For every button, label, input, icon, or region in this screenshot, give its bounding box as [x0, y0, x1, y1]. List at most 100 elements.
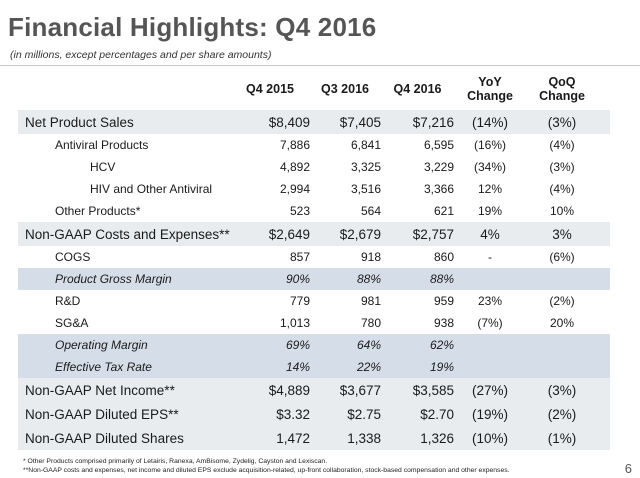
page-title: Financial Highlights: Q4 2016 [8, 12, 377, 42]
table-header: Q4 2015 Q3 2016 Q4 2016 YoY Change QoQ C… [0, 70, 640, 110]
table-row: Non-GAAP Diluted Shares 1,472 1,338 1,32… [18, 426, 610, 450]
cell-qoq: 20% [549, 316, 575, 330]
row-label: Non-GAAP Net Income** [25, 382, 175, 398]
table-row: HIV and Other Antiviral 2,994 3,516 3,36… [18, 178, 610, 200]
table-row: R&D 779 981 959 23% (2%) [18, 290, 610, 312]
cell-q4-2016: 6,595 [423, 138, 454, 152]
cell-q3-2016: 1,338 [347, 430, 381, 446]
cell-q3-2016: 981 [360, 294, 381, 308]
cell-q4-2015: $3.32 [276, 406, 310, 422]
cell-q4-2015: 90% [285, 272, 310, 286]
cell-yoy: 4% [480, 226, 500, 242]
page-subtitle: (in millions, except percentages and per… [10, 49, 272, 61]
row-label: Product Gross Margin [55, 272, 172, 286]
cell-yoy: (7%) [477, 316, 503, 330]
cell-yoy [454, 356, 526, 378]
cell-q4-2015: 69% [285, 338, 310, 352]
table-row: Non-GAAP Costs and Expenses** $2,649 $2,… [18, 222, 610, 246]
row-label: Antiviral Products [55, 138, 149, 152]
cell-yoy: 19% [477, 204, 503, 218]
table-row: Non-GAAP Net Income** $4,889 $3,677 $3,5… [18, 378, 610, 402]
financial-table: Net Product Sales $8,409 $7,405 $7,216 (… [18, 110, 610, 450]
cell-q4-2016: $7,216 [412, 114, 454, 130]
cell-q4-2016: $2.70 [420, 406, 454, 422]
cell-q3-2016: 3,325 [350, 160, 381, 174]
cell-yoy: (14%) [471, 114, 508, 130]
table-row: Non-GAAP Diluted EPS** $3.32 $2.75 $2.70… [18, 402, 610, 426]
cell-q4-2016: $2,757 [412, 226, 454, 242]
table-row: HCV 4,892 3,325 3,229 (34%) (3%) [18, 156, 610, 178]
cell-qoq: (6%) [549, 250, 575, 264]
cell-q3-2016: 6,841 [350, 138, 381, 152]
row-label: Other Products* [55, 204, 141, 218]
row-label: Effective Tax Rate [55, 360, 152, 374]
cell-q3-2016: 3,516 [350, 182, 381, 196]
table-row: SG&A 1,013 780 938 (7%) 20% [18, 312, 610, 334]
cell-yoy: 12% [477, 182, 503, 196]
cell-q4-2015: 857 [289, 250, 310, 264]
cell-q4-2015: $4,889 [268, 382, 310, 398]
col-header-yoy-change: YoY Change [467, 75, 513, 103]
row-label: COGS [55, 250, 91, 264]
cell-yoy [454, 268, 526, 290]
table-row: Other Products* 523 564 621 19% 10% [18, 200, 610, 222]
cell-qoq [526, 268, 598, 290]
cell-q3-2016: 918 [360, 250, 381, 264]
cell-qoq: (2%) [549, 294, 575, 308]
row-label: HIV and Other Antiviral [90, 182, 213, 196]
cell-qoq: (4%) [549, 182, 575, 196]
cell-qoq: (2%) [547, 406, 577, 422]
cell-q4-2016: 1,326 [420, 430, 454, 446]
cell-q4-2016: 3,366 [423, 182, 454, 196]
cell-q3-2016: $7,405 [339, 114, 381, 130]
row-label: Net Product Sales [25, 114, 134, 130]
cell-q4-2015: 7,886 [279, 138, 310, 152]
cell-q3-2016: $2.75 [347, 406, 381, 422]
cell-q4-2016: 62% [429, 338, 454, 352]
cell-q4-2015: 1,013 [279, 316, 310, 330]
cell-q4-2016: $3,585 [412, 382, 454, 398]
footnote-non-gaap: **Non-GAAP costs and expenses, net incom… [23, 467, 510, 474]
cell-qoq [526, 356, 598, 378]
cell-q4-2015: 523 [289, 204, 310, 218]
cell-q4-2015: 2,994 [279, 182, 310, 196]
row-label: R&D [55, 294, 81, 308]
cell-q4-2015: 14% [285, 360, 310, 374]
cell-qoq: (3%) [547, 114, 577, 130]
cell-qoq: 10% [549, 204, 575, 218]
table-row: Product Gross Margin 90% 88% 88% [18, 268, 610, 290]
cell-q4-2015: $8,409 [268, 114, 310, 130]
col-header-q3-2016: Q3 2016 [321, 82, 369, 96]
cell-q4-2015: 779 [289, 294, 310, 308]
col-header-qoq-change: QoQ Change [539, 75, 585, 103]
cell-yoy: (27%) [471, 382, 508, 398]
cell-qoq [526, 334, 598, 356]
cell-q3-2016: 22% [356, 360, 381, 374]
row-label: HCV [90, 160, 116, 174]
cell-q4-2015: 1,472 [276, 430, 310, 446]
col-header-q4-2015: Q4 2015 [246, 82, 294, 96]
cell-yoy: - [488, 250, 492, 264]
cell-qoq: (3%) [547, 382, 577, 398]
cell-q4-2016: 3,229 [423, 160, 454, 174]
cell-qoq: (1%) [547, 430, 577, 446]
cell-q4-2016: 621 [433, 204, 454, 218]
page-number: 6 [624, 461, 632, 476]
row-label: Operating Margin [55, 338, 148, 352]
footnote-other-products: * Other Products comprised primarily of … [23, 458, 328, 465]
cell-yoy: 23% [477, 294, 503, 308]
cell-q3-2016: 564 [360, 204, 381, 218]
cell-qoq: 3% [552, 226, 572, 242]
cell-q3-2016: $3,677 [339, 382, 381, 398]
cell-q4-2015: $2,649 [268, 226, 310, 242]
row-label: Non-GAAP Diluted EPS** [25, 406, 179, 422]
cell-q4-2015: 4,892 [279, 160, 310, 174]
table-row: Antiviral Products 7,886 6,841 6,595 (16… [18, 134, 610, 156]
row-label: Non-GAAP Diluted Shares [25, 430, 184, 446]
table-row: Operating Margin 69% 64% 62% [18, 334, 610, 356]
row-label: Non-GAAP Costs and Expenses** [25, 226, 230, 242]
cell-q4-2016: 959 [433, 294, 454, 308]
col-header-q4-2016: Q4 2016 [393, 82, 442, 96]
cell-yoy: (19%) [471, 406, 508, 422]
cell-q3-2016: $2,679 [339, 226, 381, 242]
